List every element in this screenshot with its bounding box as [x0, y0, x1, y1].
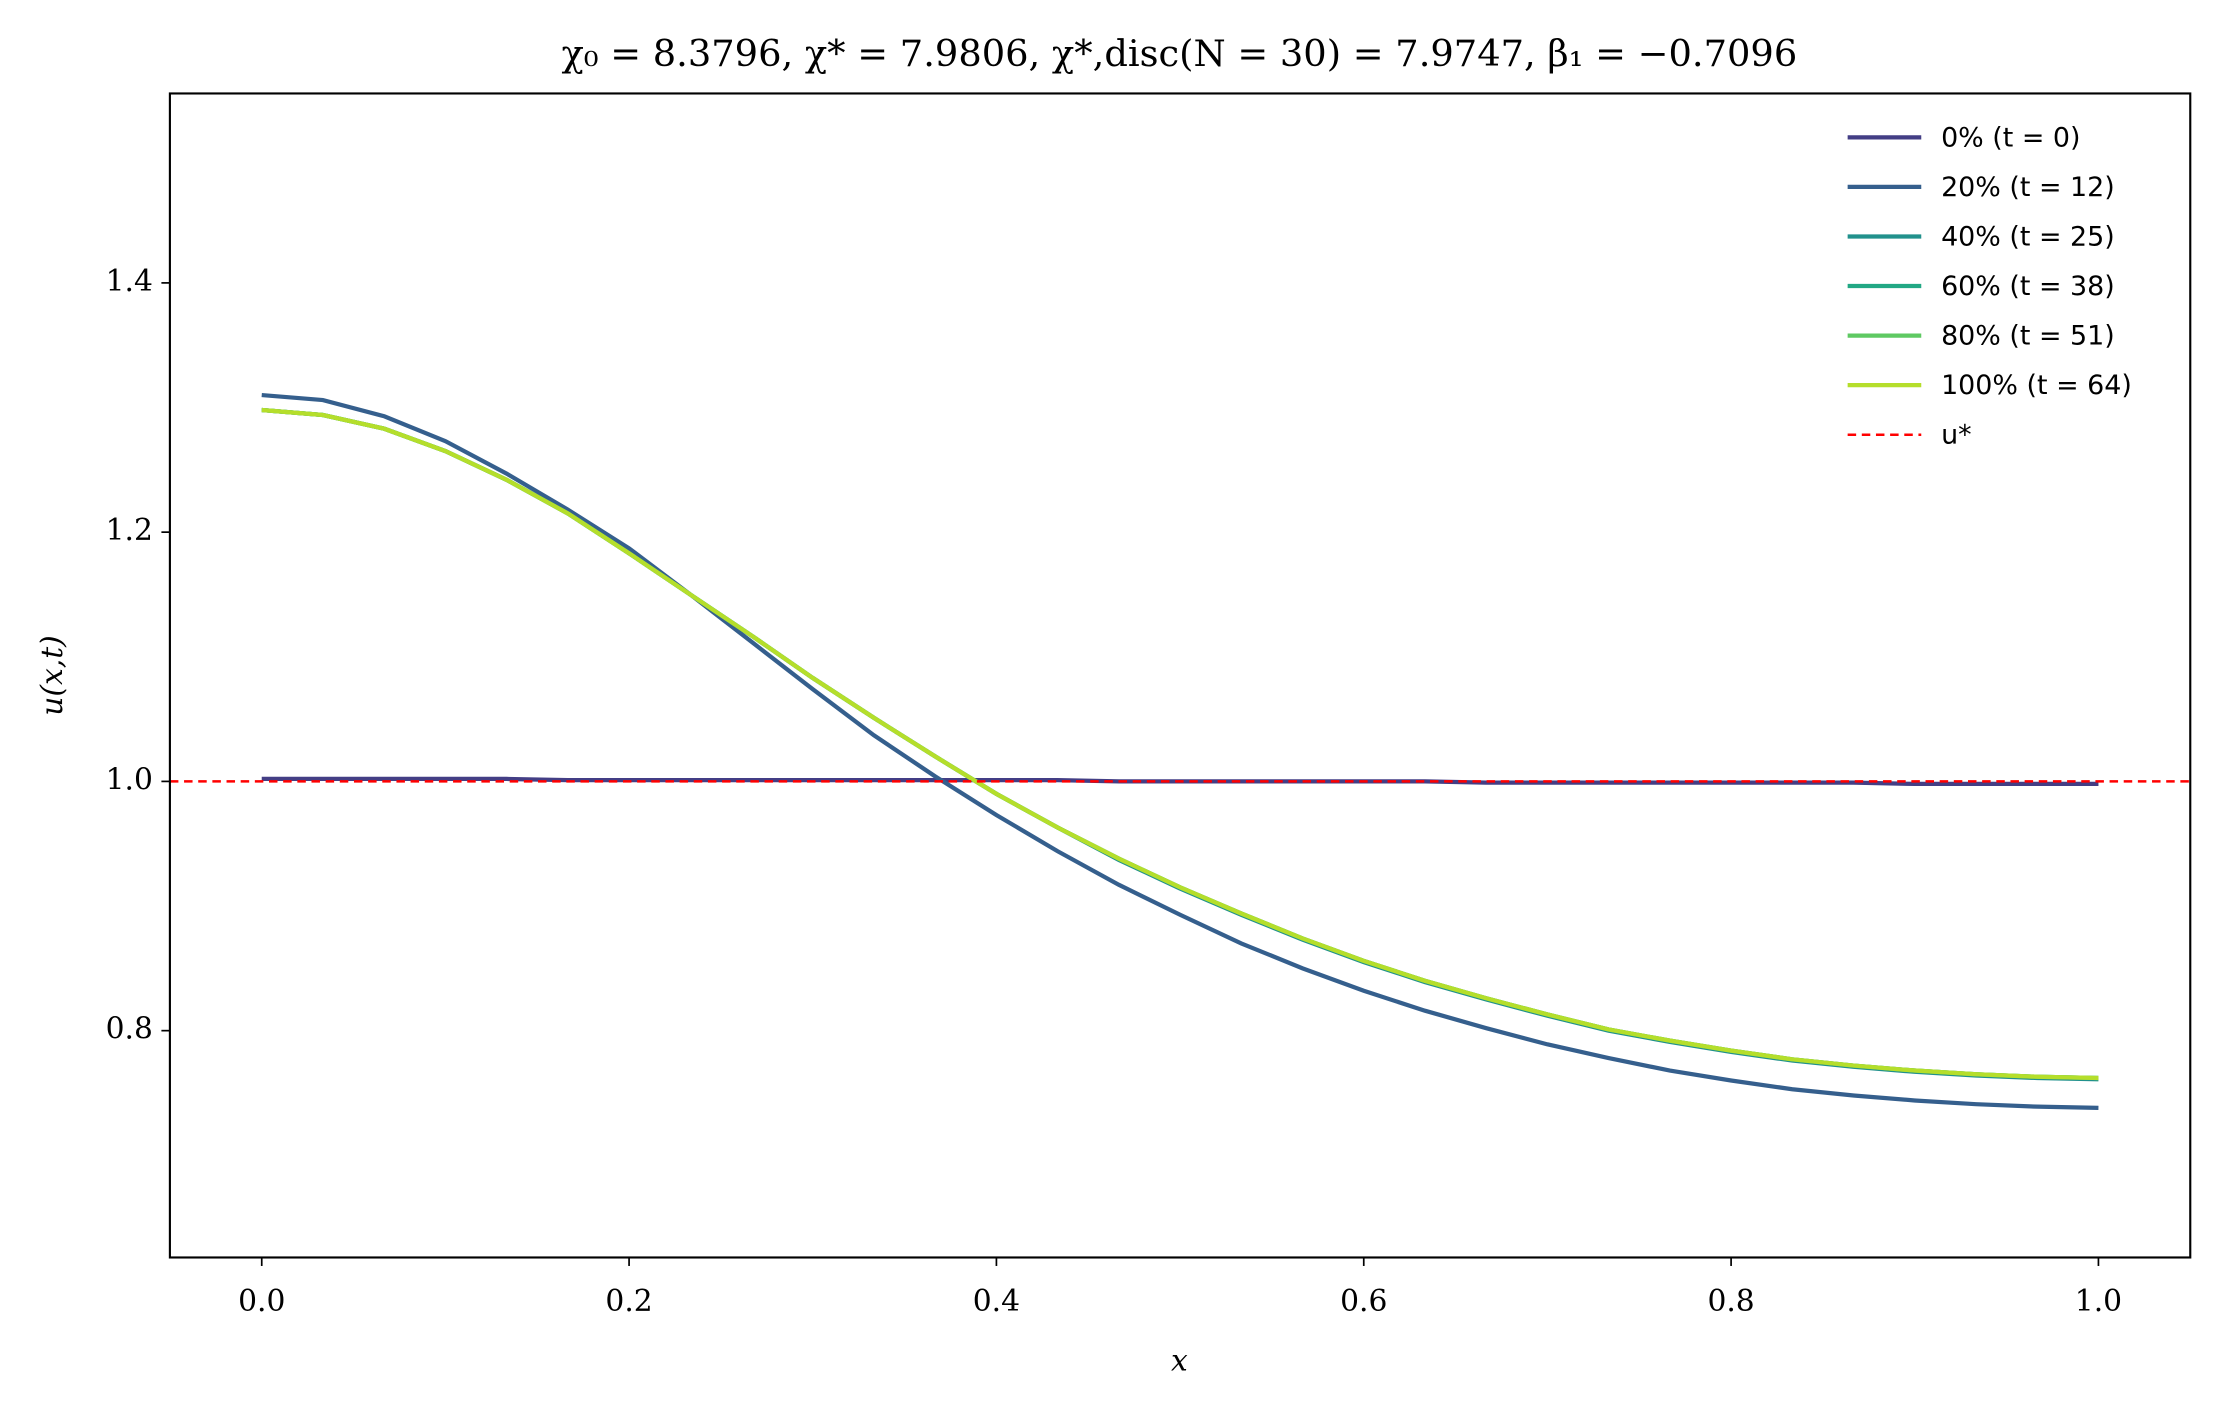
x-tick-label: 0.2	[605, 1284, 652, 1319]
legend-label: 20% (t = 12)	[1941, 172, 2115, 203]
x-tick-label: 0.4	[973, 1284, 1020, 1319]
x-tick-label: 1.0	[2075, 1284, 2122, 1319]
data-line	[261, 407, 2099, 1081]
y-tick-label: 1.0	[106, 762, 153, 797]
legend-label: u*	[1941, 420, 1971, 451]
y-axis-label: u(x,t)	[35, 635, 70, 715]
y-tick-label: 1.4	[106, 264, 153, 299]
legend-label: 0% (t = 0)	[1941, 122, 2080, 153]
y-tick-label: 0.8	[106, 1012, 153, 1047]
x-tick-label: 0.6	[1340, 1284, 1387, 1319]
chart-title: χ₀ = 8.3796, χ* = 7.9806, χ*,disc(N = 30…	[562, 32, 1798, 75]
data-line	[261, 407, 2099, 1082]
x-tick-label: 0.8	[1707, 1284, 1754, 1319]
legend-label: 80% (t = 51)	[1941, 321, 2115, 352]
y-tick-label: 1.2	[106, 513, 153, 548]
data-line	[261, 392, 2099, 1111]
legend-label: 100% (t = 64)	[1941, 370, 2132, 401]
data-line	[261, 407, 2099, 1081]
data-line	[261, 407, 2099, 1081]
x-axis-label: x	[1171, 1343, 1188, 1378]
plot-frame	[168, 92, 2192, 1259]
legend-label: 40% (t = 25)	[1941, 221, 2115, 252]
legend-label: 60% (t = 38)	[1941, 271, 2115, 302]
x-tick-label: 0.0	[238, 1284, 285, 1319]
